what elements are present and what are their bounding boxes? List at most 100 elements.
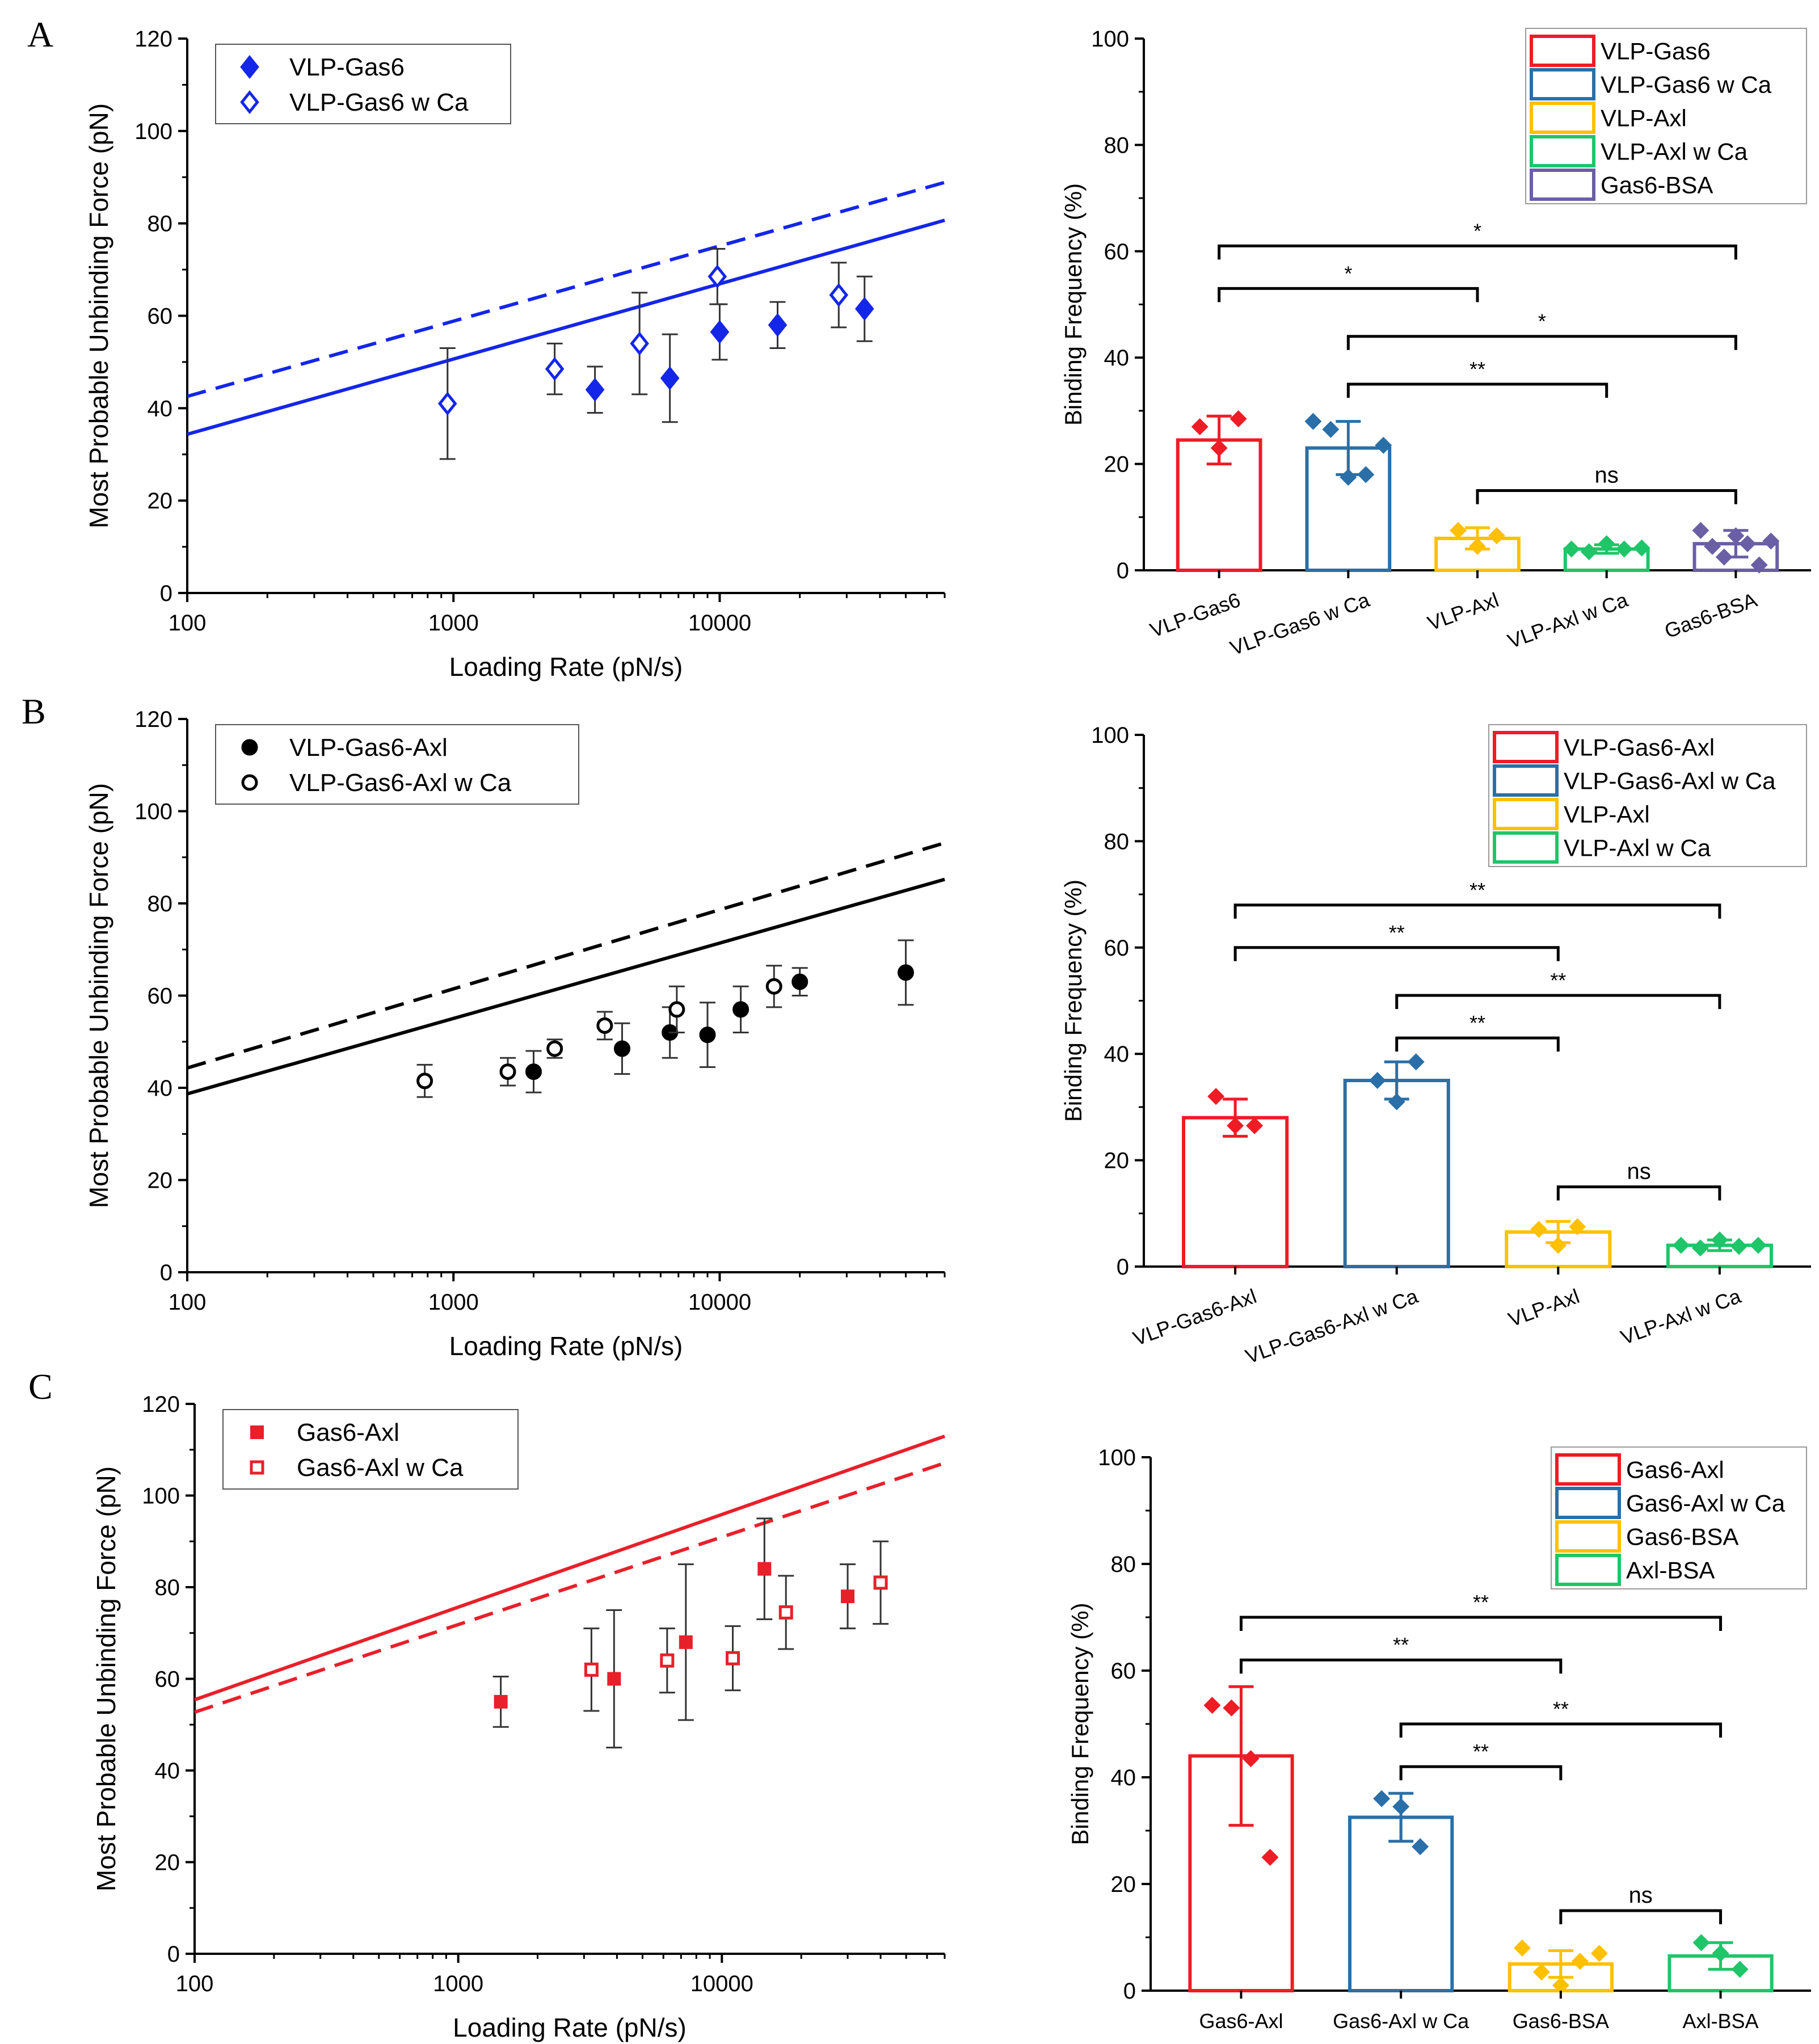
data-point [726, 1651, 740, 1666]
y-tick-label: 0 [1117, 1255, 1129, 1280]
data-dot [1692, 1934, 1710, 1952]
data-point [607, 1672, 621, 1686]
fit-line-without-ca [194, 1435, 945, 1702]
y-tick-label: 100 [1091, 723, 1129, 748]
data-point [873, 1575, 888, 1590]
data-dot [1727, 527, 1745, 545]
significance-bracket [1218, 244, 1737, 260]
y-tick-label: 100 [134, 800, 172, 825]
data-dot [1549, 1237, 1567, 1254]
data-point [494, 1694, 508, 1709]
y-tick-label: 40 [1111, 1765, 1136, 1790]
y-tick-label: 0 [1117, 558, 1129, 583]
data-dot [1203, 1697, 1221, 1714]
data-dot [1246, 1117, 1264, 1134]
x-tick-label: 10000 [688, 611, 751, 636]
data-dot [1571, 1953, 1589, 1970]
significance-label: * [1473, 219, 1481, 242]
data-dot [1488, 527, 1505, 545]
legend-label: VLP-Gas6-Axl [289, 734, 448, 762]
x-tick-label: 1000 [433, 1971, 483, 1996]
bar-chart-c: 0 20 40 60 80 100 Binding Frequency (%) Gas6-Ax… [1067, 1445, 1811, 2033]
x-tick-label: Gas6-Axl w Ca [1333, 2009, 1469, 2033]
legend-label: VLP-Gas6 w Ca [1601, 72, 1772, 98]
significance-label: ** [1389, 921, 1405, 944]
significance-bracket [1239, 1616, 1723, 1631]
y-tick-label: 20 [155, 1850, 180, 1875]
y-tick-label: 100 [1091, 27, 1129, 52]
data-point [757, 1562, 772, 1576]
y-tick-label: 40 [148, 1076, 173, 1101]
legend-swatch [1530, 35, 1595, 67]
data-dot [1392, 1798, 1410, 1815]
data-dot [1738, 535, 1756, 553]
data-dot [1692, 521, 1709, 539]
x-tick-label: 100 [169, 611, 207, 636]
data-point [841, 1589, 855, 1604]
y-tick-label: 100 [142, 1484, 180, 1509]
y-tick-label: 120 [142, 1392, 180, 1417]
y-tick-label: 120 [134, 27, 172, 52]
y-tick-label: 40 [155, 1759, 180, 1784]
data-dot [1711, 1231, 1728, 1249]
y-axis-label: Binding Frequency (%) [1060, 183, 1087, 426]
data-dot [1731, 1961, 1749, 1978]
fit-line-with-ca [194, 1461, 945, 1714]
significance-label: ** [1393, 1633, 1409, 1656]
y-tick-label: 60 [148, 984, 173, 1009]
bar [1182, 1116, 1289, 1268]
significance-bracket [1346, 335, 1737, 350]
legend-swatch [1555, 1520, 1621, 1553]
significance-label: ** [1469, 358, 1485, 381]
significance-bracket [1399, 1722, 1723, 1738]
legend-label: VLP-Axl w Ca [1601, 138, 1748, 165]
data-point [829, 283, 849, 307]
data-dot [1304, 413, 1322, 430]
legend-swatch [1555, 1554, 1621, 1586]
legend-label: Gas6-Axl w Ca [1626, 1490, 1786, 1517]
significance-bracket [1476, 489, 1737, 504]
x-tick-label: 1000 [428, 1290, 479, 1315]
data-dot [1530, 1221, 1548, 1238]
legend-box [215, 44, 511, 124]
data-dot [1261, 1849, 1279, 1866]
data-dot [1590, 1945, 1608, 1962]
data-dot [1715, 548, 1733, 566]
legend-label: VLP-Gas6-Axl [1564, 734, 1715, 761]
y-tick-label: 0 [160, 581, 172, 606]
x-axis-label: Loading Rate (pN/s) [449, 652, 683, 682]
data-dot [1373, 1790, 1391, 1807]
significance-bracket [1233, 946, 1560, 961]
y-tick-label: 40 [148, 396, 173, 421]
data-point [546, 1040, 563, 1057]
data-dot [1633, 539, 1650, 557]
legend-swatch [1493, 764, 1559, 797]
data-point [791, 973, 809, 990]
x-tick-label: 10000 [688, 1290, 751, 1315]
legend-label: VLP-Gas6 [289, 53, 405, 81]
legend-marker [250, 1425, 264, 1439]
x-tick-label: 1000 [428, 611, 479, 636]
data-dot [1691, 1239, 1709, 1257]
data-dot [1388, 1093, 1405, 1111]
legend-swatch [1530, 135, 1595, 167]
legend-label: VLP-Gas6-Axl w Ca [289, 769, 512, 797]
y-tick-label: 60 [1111, 1659, 1136, 1684]
data-point [437, 392, 457, 416]
data-point [613, 1040, 630, 1057]
legend-swatch [1493, 798, 1559, 830]
data-dot [1357, 466, 1375, 483]
data-dot [1580, 543, 1598, 561]
y-tick-label: 40 [1104, 1042, 1130, 1067]
significance-bracket [1233, 903, 1721, 919]
panel-letter-b: B [22, 691, 46, 731]
data-dot [1450, 521, 1467, 539]
data-point [660, 1653, 675, 1668]
data-point [585, 377, 605, 402]
legend-swatch [1555, 1487, 1621, 1519]
x-tick-label: 100 [169, 1290, 207, 1315]
fit-line-with-ca [187, 841, 945, 1070]
panel-letter-a: A [27, 14, 53, 54]
x-axis-label: Loading Rate (pN/s) [453, 2013, 687, 2042]
